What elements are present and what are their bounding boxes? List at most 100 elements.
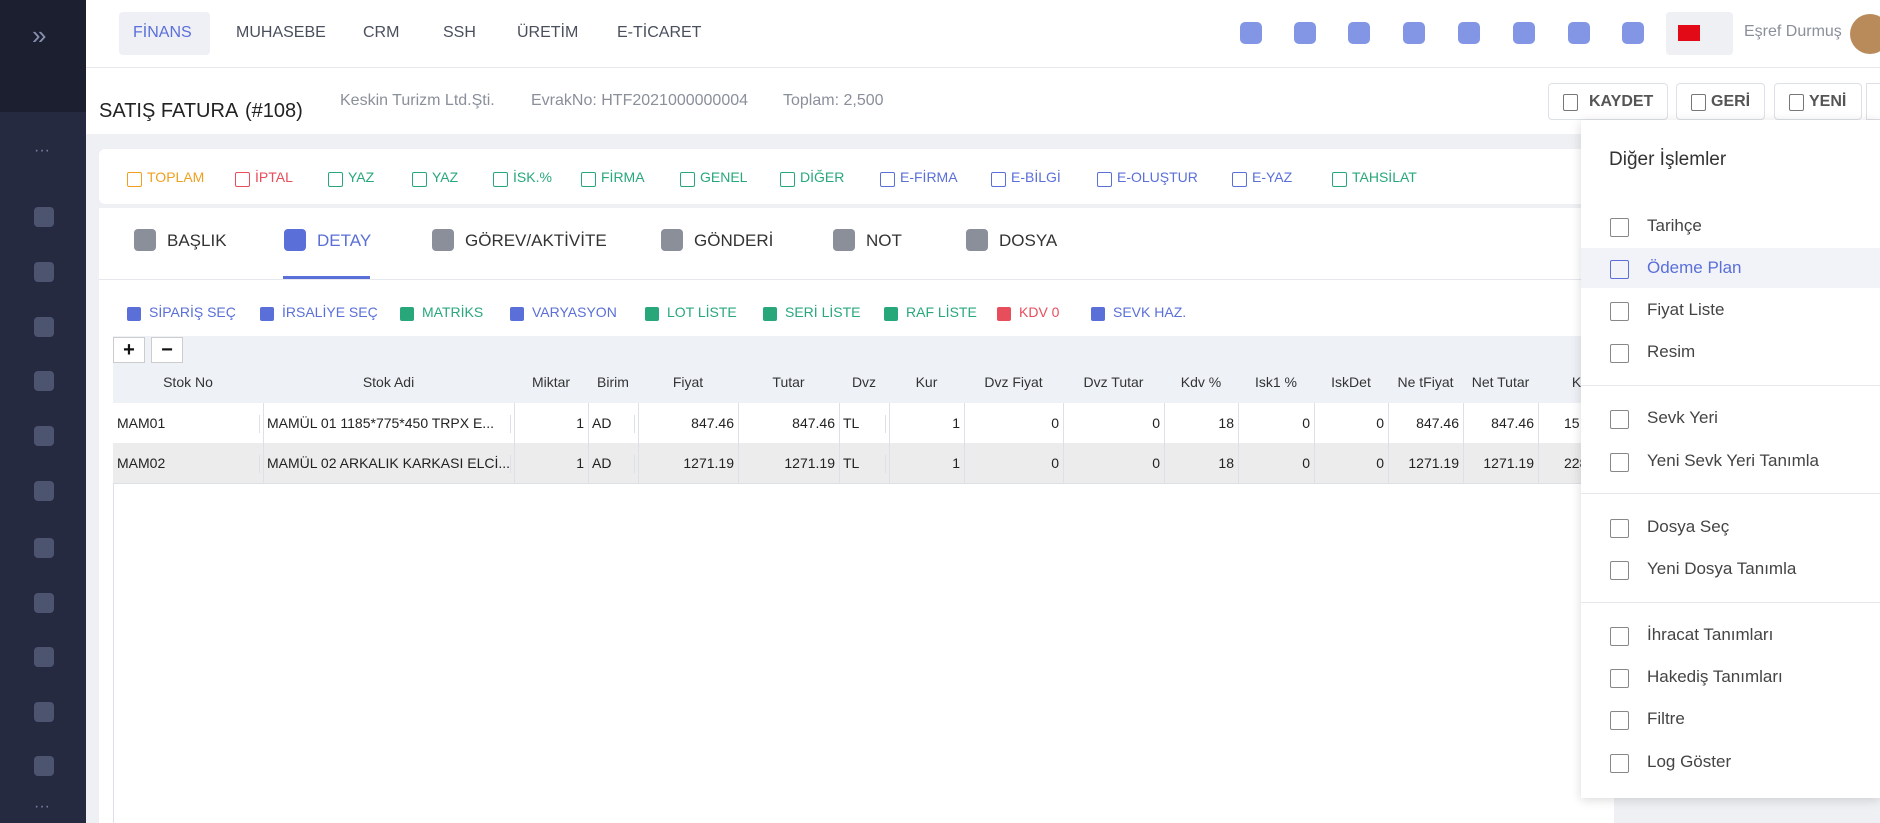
button-icon <box>1691 94 1706 111</box>
toolbar-item[interactable]: E-OLUŞTUR <box>1117 169 1198 185</box>
top-icon[interactable] <box>1622 22 1644 44</box>
menu-item[interactable]: Sevk Yeri <box>1647 408 1718 427</box>
top-icon[interactable] <box>1240 22 1262 44</box>
sidebar-icon[interactable] <box>34 317 54 337</box>
action[interactable]: SERİ LİSTE <box>785 304 861 320</box>
action[interactable]: LOT LİSTE <box>667 304 737 320</box>
sidebar-icon[interactable] <box>34 481 54 501</box>
action[interactable]: SİPARİŞ SEÇ <box>149 304 236 320</box>
nav-item[interactable]: SSH <box>443 24 476 41</box>
toolbar-item[interactable]: TAHSİLAT <box>1352 169 1417 185</box>
action[interactable]: VARYASYON <box>532 304 617 320</box>
toolbar-item[interactable]: İPTAL <box>255 169 293 185</box>
language[interactable] <box>1666 12 1733 55</box>
sidebar-icon[interactable] <box>34 207 54 227</box>
toolbar-item[interactable]: E-FİRMA <box>900 169 958 185</box>
column-header[interactable]: Stok Adi <box>362 374 415 390</box>
toolbar-item[interactable]: YAZ <box>432 169 459 185</box>
sidebar-icon[interactable] <box>34 426 54 446</box>
menu-item[interactable]: Log Göster <box>1647 752 1732 771</box>
grid-button[interactable]: + <box>113 337 145 363</box>
nav-item[interactable]: MUHASEBE <box>236 24 326 41</box>
menu-item[interactable]: Fiyat Liste <box>1647 300 1725 319</box>
menu-item[interactable]: Ödeme Plan <box>1647 258 1742 277</box>
menu-item[interactable]: Dosya Seç <box>1647 517 1730 536</box>
nav-item[interactable]: E-TİCARET <box>617 24 702 41</box>
top-icon[interactable] <box>1458 22 1480 44</box>
table-cell: 0 <box>1318 415 1389 433</box>
column-header[interactable]: Net Tutar <box>1471 374 1530 390</box>
column-header[interactable]: Fiyat <box>672 374 704 390</box>
table-row[interactable] <box>113 403 1613 444</box>
tab[interactable]: DETAY <box>317 231 372 250</box>
sidebar-icon[interactable] <box>34 593 54 613</box>
top-icon[interactable] <box>1348 22 1370 44</box>
sidebar-icon[interactable] <box>34 756 54 776</box>
column-header[interactable]: Kdv % <box>1180 374 1222 390</box>
column-header[interactable]: Dvz Tutar <box>1083 374 1144 390</box>
menu-title: Diğer İşlemler <box>1609 149 1727 170</box>
nav-item[interactable]: ÜRETİM <box>517 24 579 41</box>
table-cell: AD <box>592 455 635 473</box>
table-cell: 1 <box>893 455 965 473</box>
column-header[interactable]: Miktar <box>531 374 571 390</box>
menu-item[interactable]: Tarihçe <box>1647 216 1702 235</box>
top-icon[interactable] <box>1513 22 1535 44</box>
grid-button[interactable]: − <box>151 337 183 363</box>
menu-item[interactable]: Resim <box>1647 342 1696 361</box>
avatar[interactable] <box>1850 14 1880 54</box>
action[interactable]: İRSALİYE SEÇ <box>282 304 378 320</box>
menu-icon <box>1610 218 1629 237</box>
toolbar-item[interactable]: FİRMA <box>601 169 645 185</box>
cell-border <box>588 443 589 483</box>
user-name[interactable]: Eşref Durmuş <box>1744 23 1842 40</box>
menu-item[interactable]: Hakediş Tanımları <box>1647 667 1783 686</box>
tab[interactable]: GÖREV/AKTİVİTE <box>465 231 607 250</box>
toolbar-item[interactable]: GENEL <box>700 169 748 185</box>
tab[interactable]: DOSYA <box>999 231 1058 250</box>
menu-item[interactable]: İhracat Tanımları <box>1647 625 1774 644</box>
sidebar-icon[interactable] <box>34 538 54 558</box>
action[interactable]: RAF LİSTE <box>906 304 977 320</box>
table-row[interactable] <box>113 443 1613 484</box>
action[interactable]: KDV 0 <box>1019 304 1060 320</box>
toolbar-item[interactable]: E-YAZ <box>1252 169 1293 185</box>
sidebar-icon[interactable] <box>34 702 54 722</box>
column-header[interactable]: Dvz Fiyat <box>984 374 1043 390</box>
tab[interactable]: NOT <box>866 231 902 250</box>
top-icon[interactable] <box>1403 22 1425 44</box>
top-icon[interactable] <box>1294 22 1316 44</box>
column-header[interactable]: Stok No <box>163 374 213 390</box>
header-button[interactable] <box>1866 83 1880 120</box>
column-header[interactable]: IskDet <box>1331 374 1371 390</box>
tab[interactable]: BAŞLIK <box>167 231 227 250</box>
action[interactable]: MATRİKS <box>422 304 484 320</box>
toolbar-item[interactable]: TOPLAM <box>147 169 205 185</box>
column-header[interactable]: Isk1 % <box>1254 374 1297 390</box>
header-button[interactable]: YENİ <box>1774 83 1862 120</box>
expand-icon[interactable]: » <box>32 20 47 50</box>
column-header[interactable]: Ne tFiyat <box>1397 374 1454 390</box>
column-header[interactable]: Dvz <box>851 374 877 390</box>
menu-item[interactable]: Yeni Dosya Tanımla <box>1647 559 1797 578</box>
column-header[interactable]: Kur <box>915 374 938 390</box>
toolbar-item[interactable]: YAZ <box>348 169 375 185</box>
header-button[interactable]: KAYDET <box>1548 83 1668 120</box>
column-header[interactable]: Tutar <box>772 374 805 390</box>
sidebar-icon[interactable] <box>34 371 54 391</box>
top-icon[interactable] <box>1568 22 1590 44</box>
menu-item[interactable]: Yeni Sevk Yeri Tanımla <box>1647 451 1820 470</box>
nav-item[interactable]: CRM <box>363 24 400 41</box>
action[interactable]: SEVK HAZ. <box>1113 304 1187 320</box>
nav-item[interactable]: FİNANS <box>133 24 192 41</box>
header-button[interactable]: GERİ <box>1676 83 1765 120</box>
toolbar-item[interactable]: DİĞER <box>800 169 845 185</box>
toolbar-item[interactable]: İSK.% <box>513 169 552 185</box>
menu-item[interactable]: Filtre <box>1647 709 1685 728</box>
column-header[interactable]: Birim <box>597 374 629 390</box>
tab[interactable]: GÖNDERİ <box>694 231 774 250</box>
sidebar-icon[interactable] <box>34 647 54 667</box>
toolbar-item[interactable]: E-BİLGİ <box>1011 169 1061 185</box>
sidebar-icon[interactable] <box>34 262 54 282</box>
cell-border <box>738 443 739 483</box>
